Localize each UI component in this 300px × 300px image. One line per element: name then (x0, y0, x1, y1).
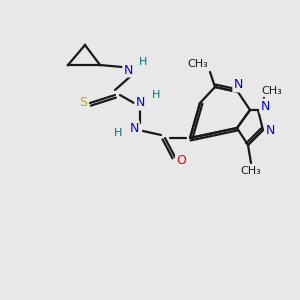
Text: N: N (265, 124, 275, 136)
Text: O: O (176, 154, 186, 167)
Text: N: N (129, 122, 139, 134)
Text: N: N (233, 79, 243, 92)
Text: N: N (260, 100, 270, 112)
Text: N: N (135, 97, 145, 110)
Text: H: H (139, 57, 147, 67)
Text: S: S (79, 97, 87, 110)
Text: H: H (114, 128, 122, 138)
Text: H: H (152, 90, 160, 100)
Text: CH₃: CH₃ (241, 166, 261, 176)
Text: CH₃: CH₃ (188, 59, 208, 69)
Text: CH₃: CH₃ (262, 86, 282, 96)
Text: N: N (123, 64, 133, 76)
